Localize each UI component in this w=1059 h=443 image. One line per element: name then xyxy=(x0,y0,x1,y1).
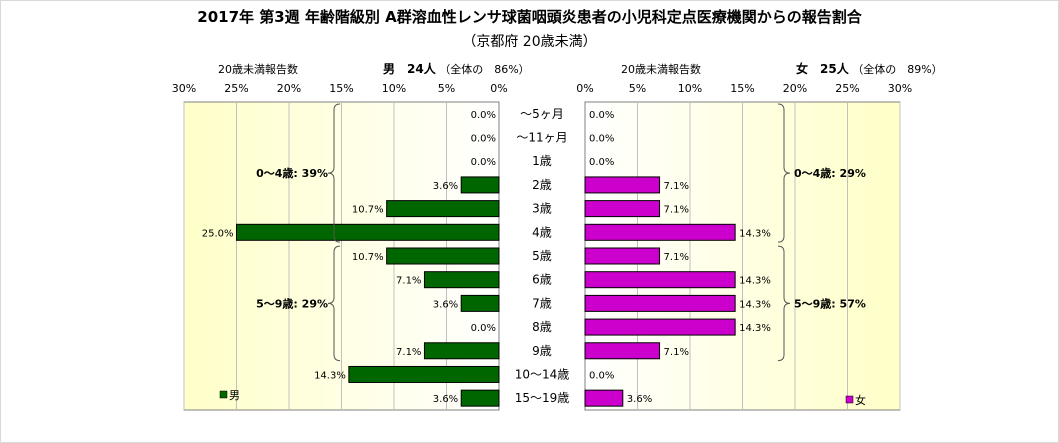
female-bar xyxy=(584,389,624,407)
male-bar xyxy=(386,200,500,218)
male-tick-label: 25% xyxy=(224,82,248,95)
male-tick-label: 5% xyxy=(438,82,455,95)
category-label: 15～19歳 xyxy=(515,391,570,405)
male-bar xyxy=(236,223,500,241)
category-label: 5歳 xyxy=(532,249,552,263)
male-data-label: 14.3% xyxy=(314,370,346,381)
female-data-label: 7.1% xyxy=(664,181,689,192)
male-bar xyxy=(348,365,500,383)
female-count-caption: 20歳未満報告数 xyxy=(621,63,701,76)
female-bar xyxy=(584,318,736,336)
female-tick-label: 10% xyxy=(678,82,702,95)
female-group-brace xyxy=(777,103,791,243)
female-bar xyxy=(584,200,661,218)
male-data-label: 7.1% xyxy=(396,347,421,358)
male-data-label: 0.0% xyxy=(471,134,496,145)
female-tick-label: 0% xyxy=(576,82,593,95)
male-data-label: 0.0% xyxy=(471,323,496,334)
female-data-label: 7.1% xyxy=(664,205,689,216)
male-tick-label: 20% xyxy=(277,82,301,95)
female-legend-swatch xyxy=(845,395,854,404)
female-tick-label: 5% xyxy=(629,82,646,95)
female-legend-label: 女 xyxy=(855,393,866,407)
female-bar xyxy=(584,223,736,241)
category-label: 6歳 xyxy=(532,273,552,287)
female-data-label: 14.3% xyxy=(739,323,771,334)
female-header: 女 25人 （全体の 89%） xyxy=(796,60,943,77)
female-bar xyxy=(584,294,736,312)
female-data-label: 7.1% xyxy=(664,252,689,263)
female-group-brace xyxy=(777,245,791,362)
female-data-label: 0.0% xyxy=(589,157,614,168)
category-label: 9歳 xyxy=(532,344,552,358)
female-tick-label: 25% xyxy=(835,82,859,95)
male-legend-label: 男 xyxy=(229,389,240,402)
male-legend-swatch xyxy=(219,390,228,399)
female-bar xyxy=(584,176,661,194)
male-bar xyxy=(460,176,500,194)
female-data-label: 14.3% xyxy=(739,299,771,310)
male-group-label: 0～4歳: 39% xyxy=(256,166,328,180)
female-data-label: 7.1% xyxy=(664,347,689,358)
male-data-label: 10.7% xyxy=(352,252,384,263)
male-group-label: 5～9歳: 29% xyxy=(256,296,328,310)
male-tick-label: 10% xyxy=(382,82,406,95)
male-total: 男 24人 xyxy=(383,62,436,76)
female-group-label: 5～9歳: 57% xyxy=(794,296,866,310)
male-group-brace xyxy=(327,245,341,362)
chart-title: 2017年 第3週 年齢階級別 A群溶血性レンサ球菌咽頭炎患者の小児科定点医療機… xyxy=(197,8,862,26)
category-label: ～11ヶ月 xyxy=(516,131,567,145)
category-label: 10～14歳 xyxy=(515,367,570,381)
male-tick-label: 0% xyxy=(490,82,507,95)
female-data-label: 14.3% xyxy=(739,276,771,287)
male-data-label: 3.6% xyxy=(433,181,458,192)
male-bar xyxy=(460,294,500,312)
male-data-label: 25.0% xyxy=(202,228,234,239)
female-data-label: 3.6% xyxy=(627,394,652,405)
male-data-label: 0.0% xyxy=(471,157,496,168)
male-data-label: 3.6% xyxy=(433,299,458,310)
male-bar xyxy=(386,247,500,265)
male-header: 男 24人 （全体の 86%） xyxy=(383,60,530,77)
chart-subtitle: （京都府 20歳未満） xyxy=(462,34,597,50)
female-share: （全体の 89%） xyxy=(852,63,943,76)
female-data-label: 0.0% xyxy=(589,370,614,381)
male-bar xyxy=(423,271,500,289)
male-tick-label: 30% xyxy=(172,82,196,95)
female-bar xyxy=(584,342,661,360)
male-data-label: 7.1% xyxy=(396,276,421,287)
female-data-label: 0.0% xyxy=(589,134,614,145)
category-label: ～5ヶ月 xyxy=(520,107,564,121)
male-data-label: 10.7% xyxy=(352,205,384,216)
category-label: 4歳 xyxy=(532,225,552,239)
male-data-label: 3.6% xyxy=(433,394,458,405)
female-tick-label: 20% xyxy=(783,82,807,95)
category-label: 8歳 xyxy=(532,320,552,334)
female-data-label: 0.0% xyxy=(589,110,614,121)
female-bar xyxy=(584,271,736,289)
category-label: 2歳 xyxy=(532,178,552,192)
category-label: 3歳 xyxy=(532,202,552,216)
female-total: 女 25人 xyxy=(796,62,849,76)
male-bar xyxy=(423,342,500,360)
male-share: （全体の 86%） xyxy=(439,63,530,76)
female-group-label: 0～4歳: 29% xyxy=(794,166,866,180)
male-count-caption: 20歳未満報告数 xyxy=(218,63,298,76)
male-group-brace xyxy=(327,103,341,243)
category-label: 7歳 xyxy=(532,296,552,310)
female-data-label: 14.3% xyxy=(739,228,771,239)
male-tick-label: 15% xyxy=(329,82,353,95)
female-tick-label: 15% xyxy=(730,82,754,95)
female-bar xyxy=(584,247,661,265)
male-data-label: 0.0% xyxy=(471,110,496,121)
male-bar xyxy=(460,389,500,407)
female-tick-label: 30% xyxy=(888,82,912,95)
category-label: 1歳 xyxy=(532,154,552,168)
